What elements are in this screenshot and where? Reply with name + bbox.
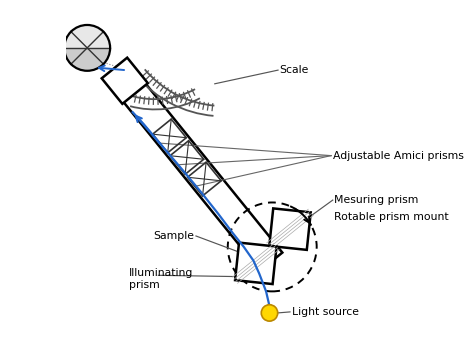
Polygon shape <box>115 73 283 271</box>
Text: Adjustable Amici prisms: Adjustable Amici prisms <box>333 150 464 161</box>
Circle shape <box>261 305 278 321</box>
Polygon shape <box>102 58 148 104</box>
Text: Sample: Sample <box>153 231 194 241</box>
Text: Rotable prism mount: Rotable prism mount <box>335 212 449 222</box>
Polygon shape <box>269 208 311 250</box>
Text: Mesuring prism: Mesuring prism <box>335 195 419 205</box>
Text: Light source: Light source <box>292 307 359 317</box>
Text: Illuminating
prism: Illuminating prism <box>129 268 194 290</box>
Circle shape <box>64 25 110 71</box>
Text: Scale: Scale <box>280 65 309 75</box>
Polygon shape <box>235 242 276 284</box>
Wedge shape <box>64 25 110 48</box>
